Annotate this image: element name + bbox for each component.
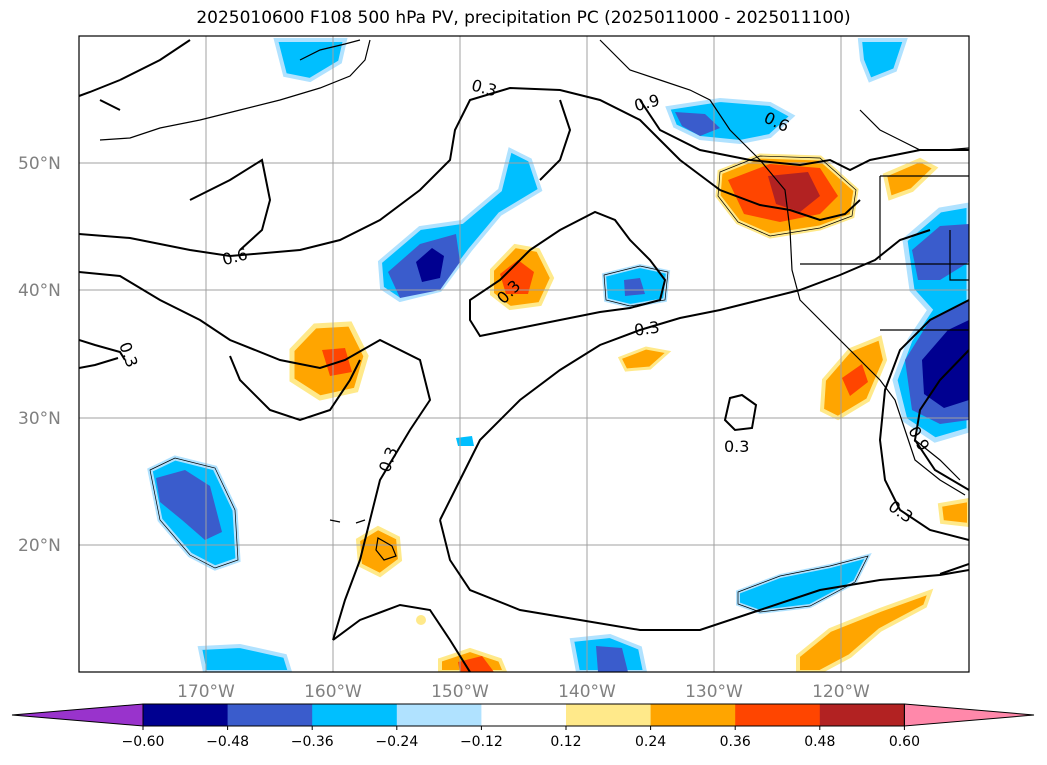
colorbar-segment	[227, 704, 313, 726]
colorbar-segment	[481, 704, 567, 726]
colorbar: −0.60 −0.48 −0.36 −0.24 −0.12 0.12 0.24 0.36 0.4…	[11, 703, 1035, 750]
lat-label: 40°N	[18, 281, 61, 301]
contour-label: 0.3	[115, 340, 142, 370]
contour-label: 0.9	[632, 90, 662, 115]
colorbar-segment	[650, 704, 736, 726]
lon-label: 140°W	[558, 682, 616, 702]
lon-label: 130°W	[685, 682, 743, 702]
gridlines	[79, 36, 969, 672]
lon-label: 150°W	[431, 682, 489, 702]
map-area: 0.3 0.9 0.6 0.6 0.3 0.3 0.3 0.3 0.3 0.9 …	[79, 36, 969, 672]
lon-label: 120°W	[812, 682, 870, 702]
latitude-labels: 50°N 40°N 30°N 20°N	[18, 154, 61, 556]
colorbar-segment	[819, 704, 905, 726]
colorbar-tick-label: 0.48	[804, 734, 835, 750]
lat-label: 20°N	[18, 536, 61, 556]
contour-label: 0.6	[220, 244, 250, 269]
colorbar-extend-high	[903, 703, 1035, 727]
colorbar-tick-label: −0.12	[460, 734, 503, 750]
colorbar-tick-label: 0.24	[635, 734, 666, 750]
lon-label: 160°W	[304, 682, 362, 702]
lat-label: 30°N	[18, 409, 61, 429]
colorbar-tick-label: 0.12	[550, 734, 581, 750]
colorbar-segment	[396, 704, 482, 726]
colorbar-tick-label: 0.60	[889, 734, 920, 750]
contour-label: 0.3	[885, 497, 917, 527]
colorbar-segment	[312, 704, 398, 726]
colorbar-frame	[142, 703, 905, 727]
coastlines	[99, 39, 969, 561]
contour-label: 0.3	[633, 317, 661, 339]
longitude-labels: 170°W 160°W 150°W 140°W 130°W 120°W	[177, 682, 870, 702]
contour-label: 0.3	[469, 75, 499, 100]
contour-label: 0.3	[724, 437, 749, 456]
colorbar-tick-label: −0.36	[291, 734, 334, 750]
colorbar-segment	[143, 704, 229, 726]
colorbar-extend-low	[11, 703, 144, 727]
map-frame	[78, 35, 970, 673]
colorbar-tick-label: −0.24	[375, 734, 418, 750]
lon-label: 170°W	[177, 682, 235, 702]
colorbar-segment	[735, 704, 821, 726]
lat-label: 50°N	[18, 154, 61, 174]
pv-contours	[79, 39, 969, 672]
colorbar-tick-label: −0.48	[206, 734, 249, 750]
colorbar-tick-label: 0.36	[720, 734, 751, 750]
colorbar-tick-label: −0.60	[122, 734, 165, 750]
map-title: 2025010600 F108 500 hPa PV, precipitatio…	[196, 8, 851, 28]
colorbar-segment	[566, 704, 652, 726]
precip-shading	[147, 38, 969, 672]
shading-outlines	[149, 155, 869, 613]
